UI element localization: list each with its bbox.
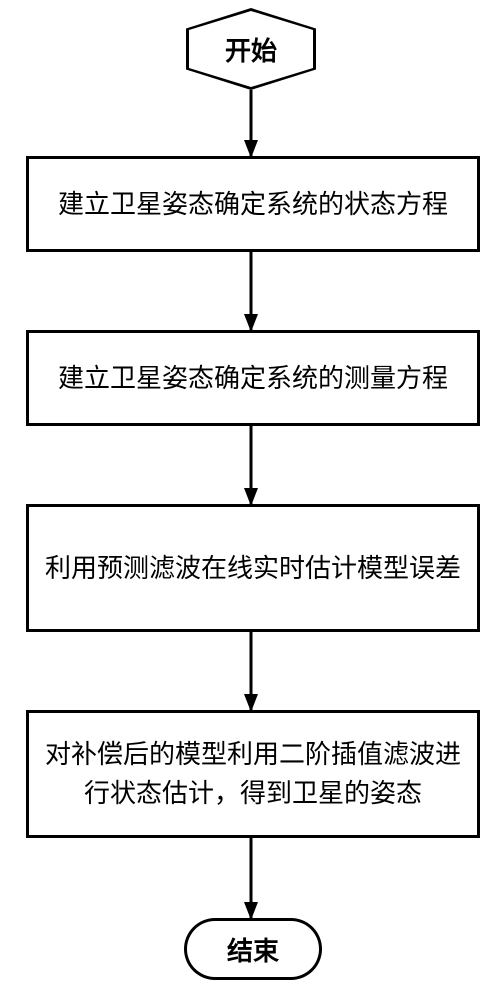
flowchart-canvas: 开始 建立卫星姿态确定系统的状态方程 建立卫星姿态确定系统的测量方程 利用预测滤… <box>0 0 502 1000</box>
arrow-start-step1 <box>0 0 502 1000</box>
